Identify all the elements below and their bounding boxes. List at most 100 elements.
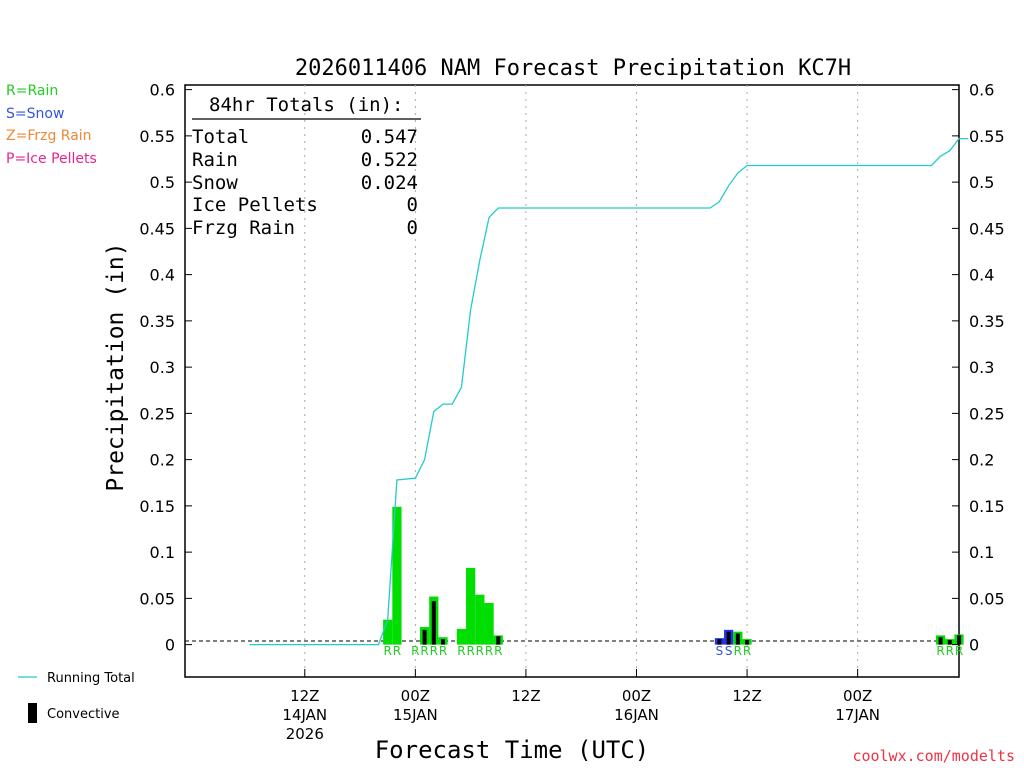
- convective-bar-4: [431, 601, 436, 645]
- x-tick-date-1: 15JAN: [393, 706, 438, 724]
- y-axis-label: Precipitation (in): [103, 242, 129, 491]
- type-label-7: R: [466, 644, 474, 658]
- y-tick-label-right-11: 0.55: [969, 127, 1005, 146]
- y-tick-label-right-3: 0.15: [969, 497, 1005, 516]
- convective-legend-label: Convective: [47, 707, 120, 722]
- y-tick-label-left-12: 0.6: [150, 81, 175, 100]
- type-label-13: R: [734, 644, 742, 658]
- totals-label-frzg-rain: Frzg Rain: [192, 217, 295, 239]
- precip-bar-0: [383, 619, 393, 645]
- convective-bar-5: [441, 639, 445, 645]
- running-total-line: [249, 137, 969, 646]
- y-tick-label-right-4: 0.2: [969, 451, 994, 470]
- y-axis-left: 0 0.05 0.1 0.15 0.2 0.25 0.3 0.35 0.4 0.45 0.5 0.55…: [139, 81, 192, 655]
- type-label-9: R: [485, 644, 493, 658]
- type-label-6: R: [457, 644, 465, 658]
- precip-bar-8: [475, 594, 485, 645]
- x-tick-label-4: 12Z: [732, 687, 761, 705]
- totals-value-total: 0.547: [361, 126, 418, 148]
- y-tick-label-right-9: 0.45: [969, 219, 1005, 238]
- convective-bar-16: [947, 640, 952, 645]
- totals-heading: 84hr Totals (in):: [209, 94, 403, 116]
- totals-label-ice-pellets: Ice Pellets: [192, 194, 318, 216]
- precip-bars: [383, 506, 964, 645]
- x-tick-label-1: 00Z: [401, 687, 430, 705]
- plot-frame: [184, 84, 960, 678]
- totals-label-rain: Rain: [192, 149, 238, 171]
- precip-bar-6: [456, 628, 467, 645]
- type-label-4: R: [430, 644, 438, 658]
- y-tick-label-right-7: 0.35: [969, 312, 1005, 331]
- type-legend: R=Rain S=Snow Z=Frzg Rain P=Ice Pellets: [6, 83, 97, 167]
- y-tick-label-right-1: 0.05: [969, 589, 1005, 608]
- y-tick-label-left-11: 0.55: [139, 127, 175, 146]
- y-tick-label-left-9: 0.45: [139, 219, 175, 238]
- watermark: coolwx.com/modelts: [852, 747, 1015, 765]
- type-label-11: S: [716, 644, 724, 658]
- totals-value-snow: 0.024: [361, 172, 418, 194]
- legend-snow: S=Snow: [6, 106, 64, 122]
- x-tick-label-0: 12Z: [290, 687, 319, 705]
- totals-label-total: Total: [192, 126, 249, 148]
- y-tick-label-right-0: 0: [969, 636, 979, 655]
- precip-bar-9: [484, 603, 494, 645]
- type-label-14: R: [743, 644, 751, 658]
- type-label-15: R: [936, 644, 944, 658]
- convective-bar-13: [735, 633, 740, 645]
- x-tick-label-2: 12Z: [511, 687, 540, 705]
- grid-lines: [304, 85, 859, 677]
- convective-bar-3: [422, 629, 427, 645]
- type-label-17: R: [955, 644, 963, 658]
- type-label-1: R: [393, 644, 401, 658]
- y-tick-label-left-0: 0: [165, 636, 175, 655]
- y-tick-label-right-5: 0.25: [969, 404, 1005, 423]
- y-tick-label-left-3: 0.15: [139, 497, 175, 516]
- x-tick-date-5: 17JAN: [835, 706, 880, 724]
- y-tick-label-right-8: 0.4: [969, 266, 994, 285]
- type-label-2: R: [411, 644, 419, 658]
- x-axis-label: Forecast Time (UTC): [375, 736, 650, 764]
- totals-label-snow: Snow: [192, 172, 238, 194]
- convective-legend-swatch: [28, 703, 37, 723]
- precip-bar-1: [392, 506, 402, 645]
- type-label-16: R: [946, 644, 954, 658]
- x-tick-date-0: 14JAN: [282, 706, 327, 724]
- precip-bar-7: [466, 567, 476, 645]
- x-tick-date-3: 16JAN: [614, 706, 659, 724]
- convective-bar-11: [717, 639, 722, 645]
- x-tick-year-0: 2026: [286, 725, 324, 743]
- y-axis-right: 0 0.05 0.1 0.15 0.2 0.25 0.3 0.35 0.4 0.45 0.5 0.55…: [952, 81, 1005, 655]
- series-legend: Running Total Convective: [18, 671, 135, 723]
- type-label-3: R: [420, 644, 428, 658]
- convective-bar-12: [726, 631, 731, 645]
- convective-bar-14: [745, 640, 750, 645]
- x-tick-label-3: 00Z: [622, 687, 651, 705]
- type-label-12: S: [725, 644, 733, 658]
- type-label-10: R: [494, 644, 502, 658]
- y-tick-label-left-8: 0.4: [150, 266, 175, 285]
- running-total-legend-label: Running Total: [47, 671, 135, 686]
- y-tick-label-right-12: 0.6: [969, 81, 994, 100]
- chart-title: 2026011406 NAM Forecast Precipitation KC…: [295, 56, 851, 81]
- convective-bar-10: [496, 636, 501, 645]
- y-tick-label-left-2: 0.1: [150, 543, 175, 562]
- y-tick-label-right-6: 0.3: [969, 358, 994, 377]
- convective-bar-17: [957, 635, 961, 645]
- totals-value-ice-pellets: 0: [407, 194, 418, 216]
- y-tick-label-left-4: 0.2: [150, 451, 175, 470]
- y-tick-label-left-6: 0.3: [150, 358, 175, 377]
- y-tick-label-left-1: 0.05: [139, 589, 175, 608]
- totals-value-rain: 0.522: [361, 149, 418, 171]
- legend-frzg-rain: Z=Frzg Rain: [6, 128, 92, 144]
- y-tick-label-left-7: 0.35: [139, 312, 175, 331]
- y-tick-label-left-5: 0.25: [139, 404, 175, 423]
- convective-bar-15: [938, 637, 943, 645]
- type-label-8: R: [476, 644, 484, 658]
- totals-box: 84hr Totals (in): Total 0.547 Rain 0.522…: [192, 94, 421, 239]
- y-tick-label-left-10: 0.5: [150, 173, 175, 192]
- y-tick-label-right-2: 0.1: [969, 543, 994, 562]
- legend-ice-pellets: P=Ice Pellets: [6, 151, 97, 167]
- x-tick-label-5: 00Z: [843, 687, 872, 705]
